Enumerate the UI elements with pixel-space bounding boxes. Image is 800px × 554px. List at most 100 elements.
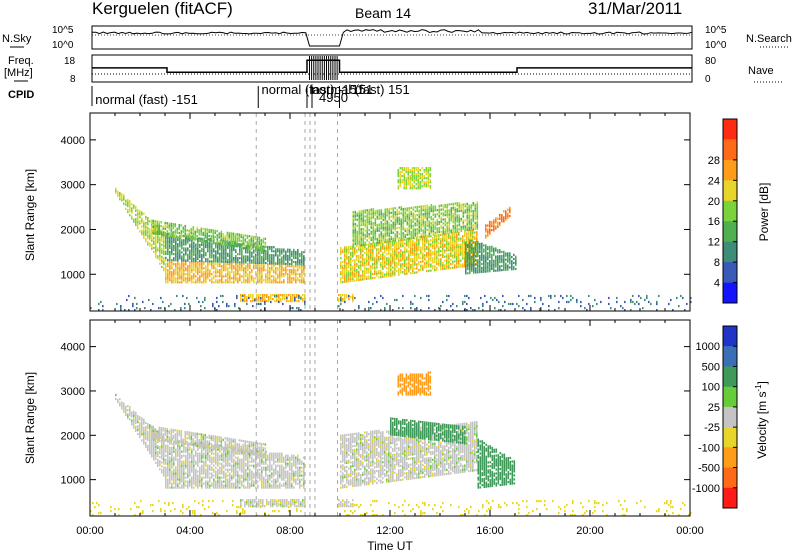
data-cell [123, 404, 125, 407]
data-cell [292, 300, 294, 303]
data-cell [236, 294, 238, 298]
data-cell [354, 279, 356, 282]
data-cell [402, 259, 404, 262]
data-cell [446, 259, 448, 262]
data-cell [229, 271, 231, 274]
data-cell [430, 263, 432, 266]
data-cell [400, 249, 402, 252]
data-cell [382, 247, 384, 250]
data-cell [169, 474, 171, 477]
data-cell [406, 231, 409, 234]
data-cell [388, 236, 391, 239]
data-cell [485, 268, 487, 271]
data-cell [115, 191, 117, 194]
data-cell [129, 408, 131, 411]
data-cell [473, 255, 475, 258]
data-cell [159, 446, 161, 449]
data-cell [167, 462, 169, 465]
data-cell [205, 277, 207, 280]
data-cell [479, 242, 481, 245]
data-cell [209, 263, 211, 266]
data-cell [499, 257, 501, 260]
data-cell [405, 187, 408, 190]
data-cell [580, 300, 582, 304]
data-cell [240, 298, 242, 301]
data-cell [273, 260, 275, 263]
data-cell [368, 235, 371, 238]
data-cell [220, 238, 223, 241]
data-cell [187, 257, 189, 260]
data-cell [485, 260, 487, 263]
data-cell [398, 232, 401, 235]
data-cell [163, 444, 165, 447]
data-cell [416, 210, 419, 213]
data-cell [434, 240, 436, 243]
data-cell [446, 249, 448, 252]
data-cell [287, 281, 289, 284]
data-cell [209, 246, 211, 249]
data-cell [472, 228, 475, 231]
data-cell [231, 269, 233, 272]
data-cell [352, 265, 354, 268]
data-cell [232, 236, 235, 239]
data-cell [366, 259, 368, 262]
data-cell [501, 216, 503, 219]
data-cell [438, 260, 440, 263]
data-cell [249, 281, 251, 284]
power-colorbar-label: Power [dB] [757, 183, 771, 242]
data-cell [425, 183, 428, 186]
data-cell [151, 245, 153, 248]
data-cell [409, 179, 412, 182]
data-cell [340, 279, 342, 282]
data-cell [636, 300, 638, 304]
data-cell [462, 243, 464, 246]
data-cell [394, 241, 396, 245]
data-cell [263, 255, 265, 259]
data-cell [251, 271, 253, 274]
data-cell [271, 267, 273, 270]
data-cell [283, 260, 285, 263]
data-cell [181, 277, 183, 280]
data-cell [411, 185, 414, 188]
data-cell [412, 214, 415, 217]
data-cell [147, 237, 149, 240]
data-cell [203, 277, 205, 280]
data-cell [368, 222, 371, 226]
data-cell [469, 267, 471, 271]
data-cell [489, 252, 491, 255]
data-cell [197, 263, 199, 266]
data-cell [119, 196, 121, 199]
data-cell [450, 209, 453, 212]
data-cell [408, 266, 410, 269]
data-cell [477, 243, 479, 246]
data-cell [456, 262, 458, 265]
data-cell [254, 242, 257, 245]
data-cell [466, 210, 469, 214]
data-cell [243, 271, 245, 274]
data-cell [348, 270, 350, 273]
data-cell [227, 273, 229, 276]
data-cell [295, 273, 297, 276]
data-cell [399, 177, 402, 180]
data-cell [285, 256, 287, 259]
data-cell [297, 248, 299, 252]
data-cell [187, 279, 189, 282]
data-cell [159, 456, 161, 459]
data-cell [346, 256, 348, 259]
data-cell [418, 244, 420, 247]
data-cell [247, 267, 249, 270]
data-cell [403, 179, 406, 182]
data-cell [513, 257, 515, 261]
data-cell [507, 212, 509, 215]
data-cell [139, 214, 141, 217]
data-cell [179, 277, 181, 280]
data-cell [398, 255, 400, 258]
data-cell [402, 212, 405, 215]
data-cell [145, 445, 147, 448]
data-cell [384, 226, 387, 229]
data-cell [485, 228, 487, 231]
data-cell [390, 225, 393, 228]
data-cell [137, 419, 139, 422]
data-cell [257, 273, 259, 276]
data-cell [221, 260, 223, 263]
